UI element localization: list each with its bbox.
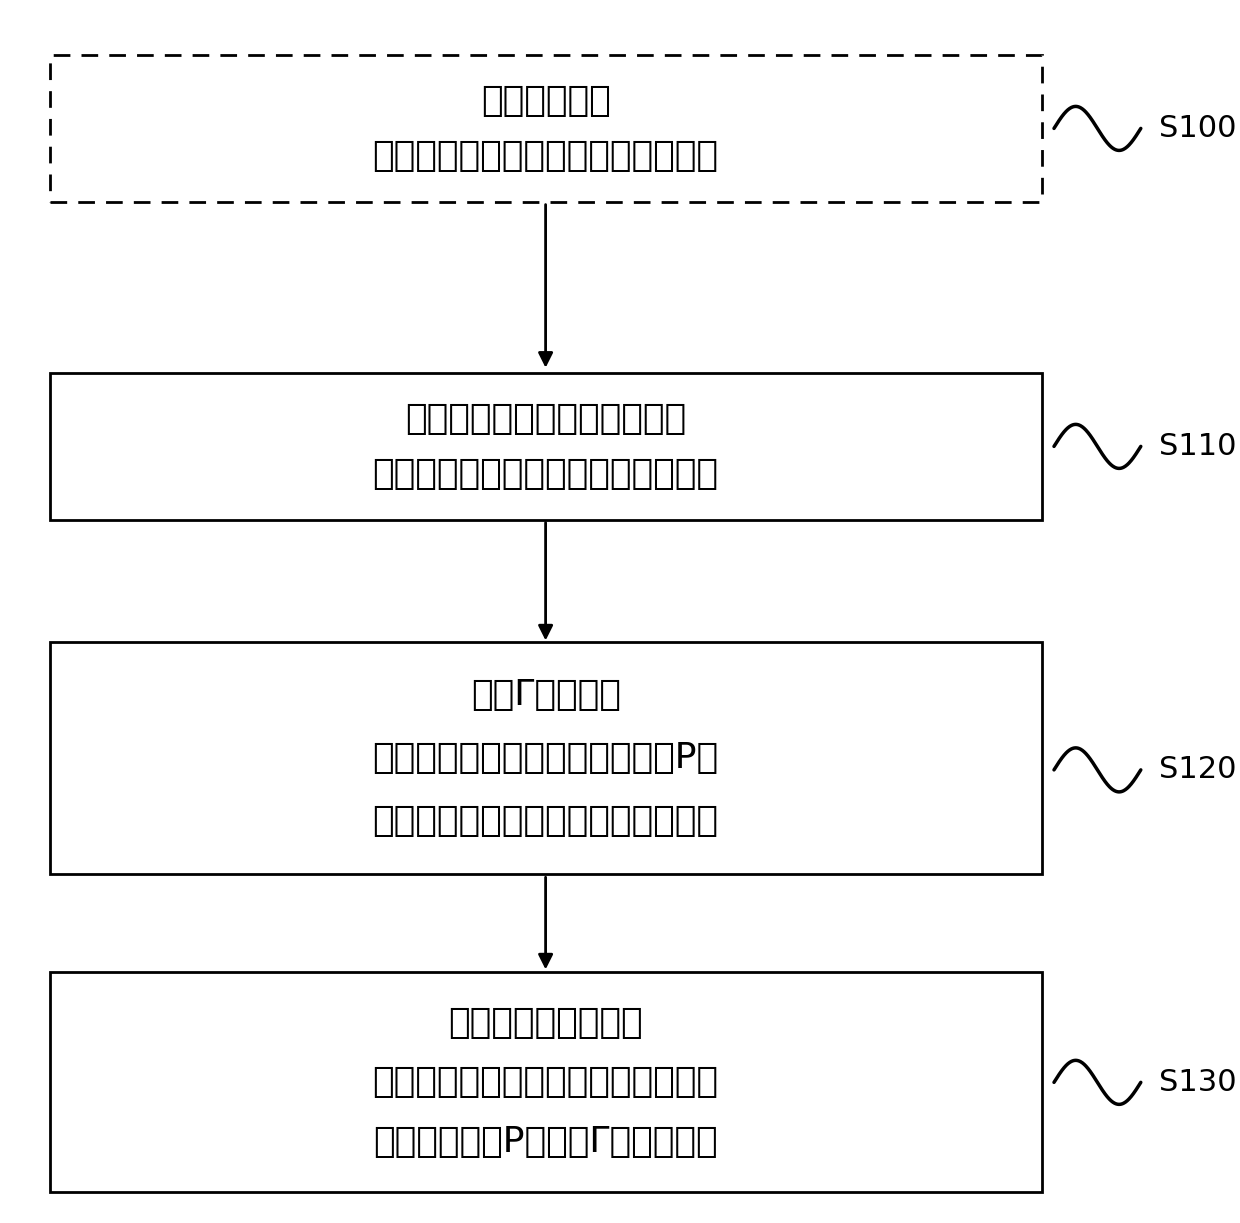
Text: 光强，得到一组荧光脉冲数据: 光强，得到一组荧光脉冲数据 (405, 401, 686, 435)
Text: 对这组极化率P和光强Γ的拟合值进: 对这组极化率P和光强Γ的拟合值进 (373, 1125, 718, 1159)
FancyBboxPatch shape (50, 972, 1042, 1192)
Text: S110: S110 (1159, 432, 1238, 461)
Text: 最小方差估计，得到一组极化率P和: 最小方差估计，得到一组极化率P和 (372, 741, 719, 775)
Text: 电子自旋极化: 电子自旋极化 (481, 83, 610, 117)
Text: 光强Γ的拟合值: 光强Γ的拟合值 (471, 679, 620, 712)
Text: S130: S130 (1159, 1068, 1238, 1097)
FancyBboxPatch shape (50, 642, 1042, 874)
Text: S120: S120 (1159, 756, 1238, 784)
FancyBboxPatch shape (50, 373, 1042, 520)
FancyBboxPatch shape (50, 55, 1042, 202)
Text: 对样品进行操控，实现固体缺陷色心: 对样品进行操控，实现固体缺陷色心 (372, 139, 719, 174)
Text: 到系统的极化率参数: 到系统的极化率参数 (449, 1005, 642, 1040)
Text: S100: S100 (1159, 114, 1238, 143)
Text: 对样品施加检测激光，改变检测激光: 对样品施加检测激光，改变检测激光 (372, 457, 719, 492)
Text: 对荧光脉冲数据进行极大似然估计或: 对荧光脉冲数据进行极大似然估计或 (372, 805, 719, 838)
Text: 行极大似然估计或最小方差估计，得: 行极大似然估计或最小方差估计，得 (372, 1065, 719, 1099)
